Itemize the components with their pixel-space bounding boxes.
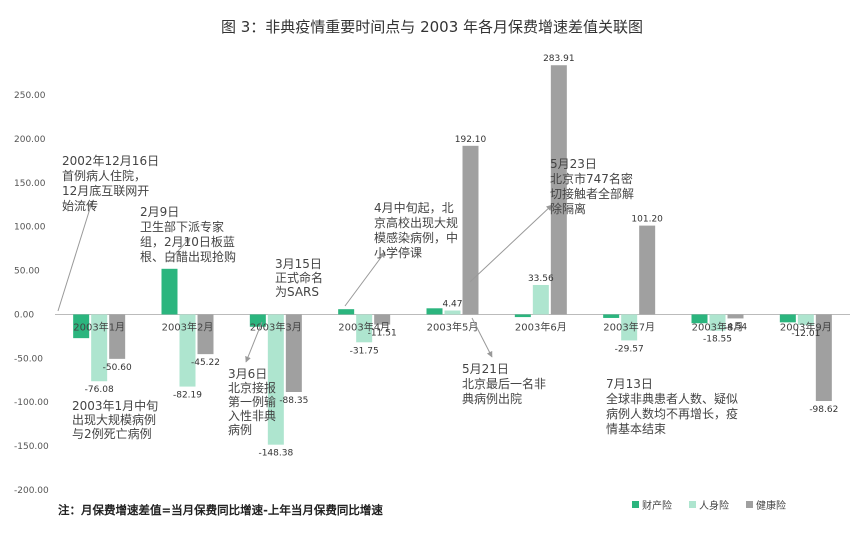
y-tick-label: 150.00 bbox=[14, 179, 46, 189]
data-label: -11.51 bbox=[368, 329, 397, 339]
data-label: -148.38 bbox=[258, 449, 293, 459]
data-label: -45.22 bbox=[191, 358, 220, 368]
category-labels: 2003年1月 2003年2月 2003年3月 2003年4月 2003年5月 2003年… bbox=[73, 320, 831, 333]
y-tick-label: 50.00 bbox=[14, 267, 40, 277]
y-tick-label: 0.00 bbox=[14, 310, 34, 320]
y-tick-label: 250.00 bbox=[14, 91, 46, 101]
data-label: -18.55 bbox=[703, 335, 732, 345]
data-label: -29.57 bbox=[615, 344, 644, 354]
bar-1-3 bbox=[356, 314, 373, 343]
data-label: -98.62 bbox=[809, 405, 838, 415]
bar-1-1 bbox=[179, 314, 196, 387]
category-label: 2003年1月 bbox=[73, 320, 125, 333]
y-tick-label: 100.00 bbox=[14, 223, 46, 233]
y-axis: 250.00 200.00 150.00 100.00 50.00 0.00 -50.00 -… bbox=[14, 91, 49, 496]
data-labels: -76.08 -50.60 -82.19 -45.22 -148.38 -88.35 -31… bbox=[85, 54, 839, 458]
bar-1-8 bbox=[797, 314, 814, 325]
annotation-a5: 5月23日北京市747名密切接触者全部解除隔离 bbox=[550, 157, 634, 216]
arrow-feb9 bbox=[167, 237, 191, 263]
data-label: 283.91 bbox=[543, 54, 575, 64]
bar-2-8 bbox=[815, 314, 832, 402]
category-label: 2003年5月 bbox=[427, 320, 479, 333]
bar-0-4 bbox=[426, 308, 443, 315]
bar-1-6 bbox=[621, 314, 638, 341]
bar-1-2 bbox=[267, 314, 284, 445]
y-tick-label: -100.00 bbox=[14, 398, 49, 408]
category-label: 2003年3月 bbox=[250, 320, 302, 333]
bar-2-4 bbox=[462, 145, 479, 315]
bar-0-7 bbox=[691, 314, 708, 324]
arrow-dec16 bbox=[57, 201, 94, 312]
annotation-a7: 3月6日北京接报第一例输入性非典病例 bbox=[228, 367, 276, 437]
annotation-a2: 2月9日卫生部下派专家组，2月10日板蓝根、白醋出现抢购 bbox=[140, 205, 236, 264]
bar-0-0 bbox=[73, 314, 90, 339]
annotations: 2002年12月16日首例病人住院， 12月底互联网开始流传 2月9日卫生部下派专家… bbox=[62, 154, 738, 441]
legend-swatch-0 bbox=[632, 501, 639, 508]
arrow-mar6 bbox=[245, 321, 263, 363]
category-label: 2003年9月 bbox=[780, 320, 832, 333]
bar-0-5 bbox=[514, 314, 531, 318]
data-label: -31.75 bbox=[350, 346, 379, 356]
annotation-a4: 4月中旬起，北京高校出现大规模感染病例，中小学停课 bbox=[374, 200, 458, 260]
data-label: -76.08 bbox=[85, 385, 114, 395]
bar-1-7 bbox=[709, 314, 726, 331]
annotation-a6: 2003年1月中旬出现大规模病例与2例死亡病例 bbox=[72, 398, 158, 441]
annotation-a1: 2002年12月16日首例病人住院， 12月底互联网开始流传 bbox=[62, 154, 159, 213]
annotation-a9: 7月13日全球非典患者人数、疑似病例人数均不再增长，疫情基本结束 bbox=[606, 377, 738, 436]
bar-0-3 bbox=[338, 309, 355, 315]
data-label: -50.60 bbox=[103, 363, 132, 373]
legend: 财产险 人身险 健康险 bbox=[632, 499, 786, 512]
annotation-a3: 3月15日正式命名为SARS bbox=[275, 257, 323, 299]
data-label: -4.54 bbox=[724, 322, 748, 332]
y-tick-label: -200.00 bbox=[14, 486, 49, 496]
annotation-arrows bbox=[57, 201, 553, 363]
category-label: 2003年4月 bbox=[338, 320, 390, 333]
bar-2-0 bbox=[109, 314, 126, 359]
data-label: -82.19 bbox=[173, 391, 202, 401]
category-label: 2003年2月 bbox=[162, 320, 214, 333]
bar-0-8 bbox=[779, 314, 796, 323]
arrow-may23 bbox=[469, 204, 553, 283]
bar-0-1 bbox=[161, 268, 178, 315]
data-label: -88.35 bbox=[279, 396, 308, 406]
bar-1-0 bbox=[91, 314, 108, 382]
data-label: 101.20 bbox=[631, 215, 663, 225]
bar-2-5 bbox=[550, 65, 567, 315]
bar-1-5 bbox=[532, 284, 549, 315]
category-label: 2003年7月 bbox=[603, 320, 655, 333]
category-label: 2003年6月 bbox=[515, 320, 567, 333]
data-label: 4.47 bbox=[442, 300, 462, 310]
legend-swatch-1 bbox=[689, 501, 696, 508]
bar-2-6 bbox=[639, 225, 656, 315]
legend-swatch-2 bbox=[746, 501, 753, 508]
bar-2-3 bbox=[374, 314, 391, 325]
y-tick-label: -150.00 bbox=[14, 442, 49, 452]
y-tick-label: -50.00 bbox=[14, 354, 43, 364]
chart-title: 图 3：非典疫情重要时间点与 2003 年各月保费增速差值关联图 bbox=[221, 18, 643, 36]
legend-label-2: 健康险 bbox=[756, 499, 786, 512]
category-label: 2003年8月 bbox=[692, 320, 744, 333]
bar-2-2 bbox=[285, 314, 302, 392]
footnote: 注：月保费增速差值=当月保费同比增速-上年当月保费同比增速 bbox=[58, 503, 383, 517]
legend-label-0: 财产险 bbox=[642, 499, 672, 512]
legend-label-1: 人身险 bbox=[699, 499, 729, 512]
bar-2-7 bbox=[727, 314, 744, 319]
arrow-apr bbox=[344, 251, 386, 307]
bar-2-1 bbox=[197, 314, 214, 355]
annotation-a8: 5月21日北京最后一名非典病例出院 bbox=[462, 362, 546, 406]
data-label: -12.01 bbox=[791, 329, 820, 339]
arrow-may21 bbox=[471, 317, 493, 358]
data-label: 33.56 bbox=[528, 274, 554, 284]
bar-0-6 bbox=[603, 314, 620, 318]
y-tick-label: 200.00 bbox=[14, 135, 46, 145]
data-label: 192.10 bbox=[455, 135, 487, 145]
bar-1-4 bbox=[444, 310, 461, 315]
